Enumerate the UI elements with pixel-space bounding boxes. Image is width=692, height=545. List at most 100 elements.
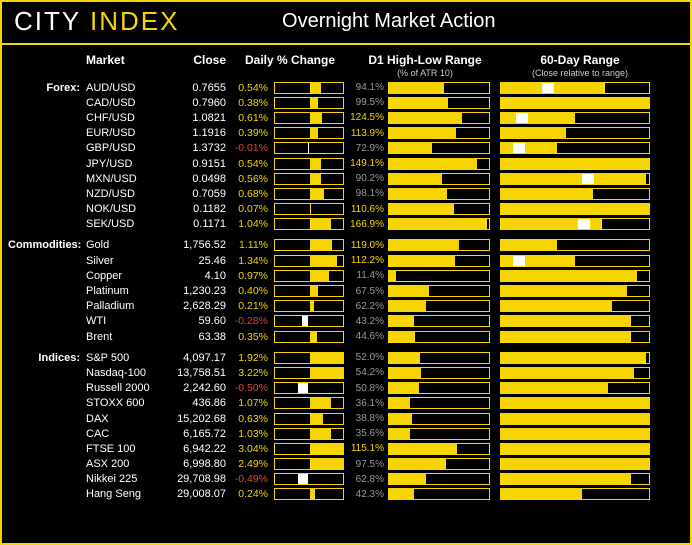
market-name: DAX bbox=[86, 413, 166, 425]
pct-value: 0.63% bbox=[226, 413, 268, 425]
market-name: NOK/USD bbox=[86, 203, 166, 215]
col-d1: D1 High-Low Range (% of ATR 10) bbox=[346, 53, 496, 78]
close-value: 0.7655 bbox=[166, 82, 226, 94]
d1-value: 54.2% bbox=[344, 367, 384, 378]
close-value: 436.86 bbox=[166, 397, 226, 409]
d1-bar bbox=[388, 158, 490, 170]
daily-bar bbox=[274, 397, 344, 409]
range60-bar bbox=[500, 413, 650, 425]
d1-value: 112.2% bbox=[344, 255, 384, 266]
close-value: 59.60 bbox=[166, 315, 226, 327]
daily-bar bbox=[274, 239, 344, 251]
close-value: 4.10 bbox=[166, 270, 226, 282]
d1-value: 38.8% bbox=[344, 413, 384, 424]
range60-bar bbox=[500, 127, 650, 139]
table-row: ASX 2006,998.802.49%97.5% bbox=[8, 457, 684, 472]
close-value: 13,758.51 bbox=[166, 367, 226, 379]
d1-value: 99.5% bbox=[344, 97, 384, 108]
close-value: 0.7960 bbox=[166, 97, 226, 109]
d1-value: 115.1% bbox=[344, 443, 384, 454]
range60-bar bbox=[500, 382, 650, 394]
close-value: 0.1182 bbox=[166, 203, 226, 215]
pct-value: 3.04% bbox=[226, 443, 268, 455]
logo-city: CITY bbox=[14, 6, 81, 36]
pct-value: 0.54% bbox=[226, 158, 268, 170]
table-body: Forex:AUD/USD0.76550.54%94.1%CAD/USD0.79… bbox=[8, 80, 684, 502]
range60-bar bbox=[500, 270, 650, 282]
pct-value: 0.38% bbox=[226, 97, 268, 109]
daily-bar bbox=[274, 382, 344, 394]
market-name: MXN/USD bbox=[86, 173, 166, 185]
d1-value: 52.0% bbox=[344, 352, 384, 363]
table-row: CAD/USD0.79600.38%99.5% bbox=[8, 95, 684, 110]
market-name: EUR/USD bbox=[86, 127, 166, 139]
category-group: Forex:AUD/USD0.76550.54%94.1%CAD/USD0.79… bbox=[8, 80, 684, 232]
table-row: NZD/USD0.70590.68%98.1% bbox=[8, 186, 684, 201]
d1-bar bbox=[388, 127, 490, 139]
market-name: Hang Seng bbox=[86, 488, 166, 500]
daily-bar bbox=[274, 82, 344, 94]
pct-value: 0.68% bbox=[226, 188, 268, 200]
close-value: 2,628.29 bbox=[166, 300, 226, 312]
daily-bar bbox=[274, 428, 344, 440]
range60-bar bbox=[500, 428, 650, 440]
table-row: Brent63.380.35%44.6% bbox=[8, 329, 684, 344]
close-value: 0.7059 bbox=[166, 188, 226, 200]
d1-bar bbox=[388, 82, 490, 94]
range60-bar bbox=[500, 173, 650, 185]
col-category bbox=[8, 53, 86, 78]
close-value: 63.38 bbox=[166, 331, 226, 343]
d1-value: 124.5% bbox=[344, 112, 384, 123]
market-name: AUD/USD bbox=[86, 82, 166, 94]
range60-bar bbox=[500, 82, 650, 94]
close-value: 6,165.72 bbox=[166, 428, 226, 440]
d1-bar bbox=[388, 315, 490, 327]
table: Market Close Daily % Change D1 High-Low … bbox=[2, 45, 690, 512]
d1-value: 149.1% bbox=[344, 158, 384, 169]
range60-bar bbox=[500, 473, 650, 485]
col-close: Close bbox=[166, 53, 226, 78]
daily-bar bbox=[274, 142, 344, 154]
d1-value: 119.0% bbox=[344, 240, 384, 251]
d1-value: 50.8% bbox=[344, 383, 384, 394]
close-value: 1.3732 bbox=[166, 142, 226, 154]
pct-value: 0.40% bbox=[226, 285, 268, 297]
table-row: Silver25.461.34%112.2% bbox=[8, 253, 684, 268]
close-value: 15,202.68 bbox=[166, 413, 226, 425]
daily-bar bbox=[274, 367, 344, 379]
d1-value: 42.3% bbox=[344, 489, 384, 500]
market-name: JPY/USD bbox=[86, 158, 166, 170]
d1-bar bbox=[388, 173, 490, 185]
table-row: GBP/USD1.3732-0.01%72.9% bbox=[8, 141, 684, 156]
daily-bar bbox=[274, 413, 344, 425]
daily-bar bbox=[274, 158, 344, 170]
d1-bar bbox=[388, 473, 490, 485]
daily-bar bbox=[274, 203, 344, 215]
range60-bar bbox=[500, 158, 650, 170]
table-row: DAX15,202.680.63% 38.8% bbox=[8, 411, 684, 426]
d1-bar bbox=[388, 218, 490, 230]
range60-bar bbox=[500, 188, 650, 200]
pct-value: 3.22% bbox=[226, 367, 268, 379]
pct-value: 0.97% bbox=[226, 270, 268, 282]
range60-bar bbox=[500, 352, 650, 364]
d1-bar bbox=[388, 488, 490, 500]
table-row: JPY/USD0.91510.54%149.1% bbox=[8, 156, 684, 171]
range60-bar bbox=[500, 203, 650, 215]
table-row: Copper4.100.97%11.4% bbox=[8, 268, 684, 283]
range60-bar bbox=[500, 112, 650, 124]
category-group: Commodities:Gold1,756.521.11%119.0%Silve… bbox=[8, 238, 684, 344]
daily-bar bbox=[274, 458, 344, 470]
pct-value: -0.28% bbox=[226, 315, 268, 327]
pct-value: 0.21% bbox=[226, 300, 268, 312]
range60-bar bbox=[500, 315, 650, 327]
close-value: 1,756.52 bbox=[166, 239, 226, 251]
d1-bar bbox=[388, 270, 490, 282]
table-row: Forex:AUD/USD0.76550.54%94.1% bbox=[8, 80, 684, 95]
table-row: NOK/USD0.11820.07%110.6% bbox=[8, 202, 684, 217]
d1-value: 166.9% bbox=[344, 219, 384, 230]
daily-bar bbox=[274, 315, 344, 327]
daily-bar bbox=[274, 255, 344, 267]
market-name: S&P 500 bbox=[86, 352, 166, 364]
d1-value: 97.5% bbox=[344, 459, 384, 470]
